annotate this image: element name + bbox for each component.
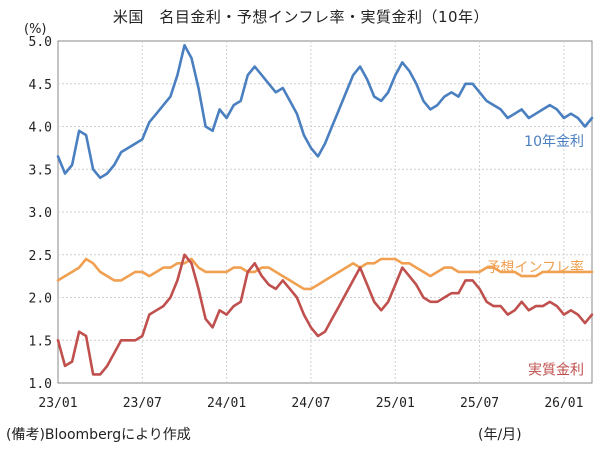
series-line-1 [56, 257, 594, 291]
series-line-0 [56, 43, 594, 180]
series-label: 10年金利 [524, 134, 584, 150]
y-tick-label: 5.0 [29, 35, 52, 50]
y-tick-label: 3.5 [29, 163, 52, 178]
y-tick-label: 4.5 [29, 78, 52, 93]
source-note: (備考)Bloombergにより作成 [6, 427, 191, 443]
y-tick-label: 1.0 [29, 377, 52, 392]
x-tick-label: 24/07 [291, 396, 330, 411]
series-label: 予想インフレ率 [486, 259, 584, 276]
x-tick-label: 23/01 [38, 396, 77, 411]
series-line-2 [56, 253, 594, 376]
y-tick-label: 2.0 [29, 292, 52, 307]
x-tick-label: 25/07 [460, 396, 499, 411]
x-tick-label: 26/01 [544, 396, 583, 411]
y-axis-unit: (%) [24, 22, 47, 37]
x-axis-unit: (年/月) [478, 427, 522, 443]
y-tick-label: 2.5 [29, 249, 52, 264]
x-tick-label: 24/01 [207, 396, 246, 411]
y-tick-label: 4.0 [29, 121, 52, 136]
x-tick-label: 25/01 [376, 396, 415, 411]
series-label: 実質金利 [528, 363, 584, 379]
y-tick-label: 3.0 [29, 206, 52, 221]
y-tick-label: 1.5 [29, 334, 52, 349]
x-tick-label: 23/07 [123, 396, 162, 411]
chart-title: 米国 名目金利・予想インフレ率・実質金利（10年） [112, 8, 490, 26]
